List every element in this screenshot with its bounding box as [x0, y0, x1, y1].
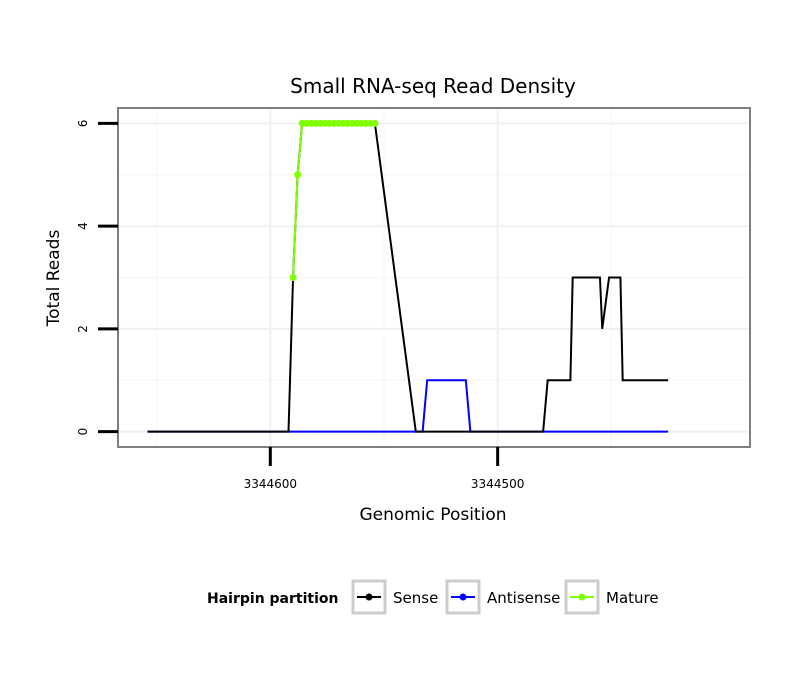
x-axis-title: Genomic Position — [359, 505, 506, 525]
legend-label-antisense: Antisense — [487, 589, 560, 607]
legend-key-point-mature — [578, 593, 586, 601]
legend-items: Sense Antisense Mature — [351, 579, 659, 615]
legend-label-sense: Sense — [393, 589, 438, 607]
plot-panel-border — [117, 107, 751, 448]
y-tick-label: 4 — [76, 222, 90, 230]
y-tick-label: 6 — [76, 120, 90, 128]
mature-point — [289, 274, 297, 281]
axes: 0 2 4 6 3344600 3344500 — [76, 120, 524, 491]
legend: Hairpin partition Sense Antisense Mature — [207, 579, 659, 615]
x-tick-label: 3344500 — [471, 477, 524, 491]
mature-point — [371, 119, 379, 127]
y-tick-label: 0 — [76, 428, 90, 436]
y-tick-label: 2 — [76, 325, 90, 333]
y-axis-title: Total Reads — [44, 230, 64, 328]
series-layer — [147, 119, 669, 433]
legend-key-point-sense — [365, 593, 373, 601]
chart-title: Small RNA-seq Read Density — [290, 74, 576, 98]
mature-point — [294, 171, 302, 179]
legend-title: Hairpin partition — [207, 591, 338, 607]
x-tick-label: 3344600 — [244, 477, 297, 491]
legend-label-mature: Mature — [606, 589, 659, 607]
legend-key-point-antisense — [459, 593, 467, 601]
